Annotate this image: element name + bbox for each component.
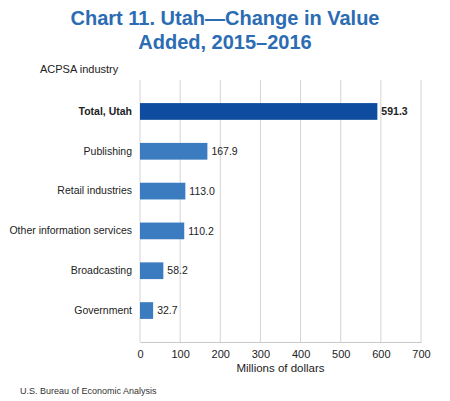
y-tick: Total, Utah [79,105,140,117]
data-labels: 591.3 167.9 113.0 110.2 58.2 32.7 [157,105,408,316]
y-tick: Broadcasting [71,264,140,276]
bar [140,302,153,319]
x-tick-label: 400 [292,348,310,360]
y-axis-line [140,81,141,343]
x-tick: 500 [332,342,350,360]
data-label: 110.2 [188,225,214,237]
chart-title: Chart 11. Utah—Change in Value Added, 20… [40,6,410,54]
data-label: 591.3 [381,105,407,117]
data-label: 58.2 [167,264,188,276]
x-tick: 600 [372,342,390,360]
y-tick: Other information services [9,224,140,236]
y-tick-label: Other information services [9,224,132,236]
grid [140,80,421,342]
bar [140,183,185,200]
x-tick-label: 100 [171,348,189,360]
y-tick-label: Government [74,304,132,316]
bars [140,103,377,319]
x-tick-label: 0 [137,348,143,360]
x-tick: 700 [412,342,430,360]
y-tick-label: Broadcasting [71,264,132,276]
data-label: 32.7 [157,304,178,316]
chart-svg: 0 100 200 300 400 500 600 700 Total, Utah Publish… [0,0,450,401]
y-tick: Government [74,304,140,316]
source-note: U.S. Bureau of Economic Analysis [20,386,157,396]
grid-line [380,80,381,342]
data-label: 113.0 [189,185,215,197]
x-tick-label: 500 [332,348,350,360]
bar [140,223,184,240]
x-tick-label: 700 [412,348,430,360]
x-tick-label: 600 [372,348,390,360]
x-axis-title: Millions of dollars [236,362,324,374]
bar [140,103,377,120]
x-tick: 200 [212,342,230,360]
data-label: 167.9 [211,145,237,157]
y-tick: Publishing [84,145,140,157]
y-tick-label: Retail industries [57,184,132,196]
bar [140,143,207,160]
x-tick: 300 [252,342,270,360]
x-axis: 0 100 200 300 400 500 600 700 [137,342,430,360]
y-tick: Retail industries [57,184,140,196]
grid-line [421,80,422,342]
x-tick-label: 200 [212,348,230,360]
y-axis-title: ACPSA industry [40,63,119,75]
bar [140,262,163,279]
x-tick: 100 [171,342,189,360]
y-tick-label: Total, Utah [79,105,132,117]
x-axis-line [141,342,422,343]
y-axis: Total, Utah Publishing Retail industries Ot… [9,81,140,343]
x-tick: 400 [292,342,310,360]
x-tick: 0 [137,342,143,360]
y-tick-label: Publishing [84,145,133,157]
x-tick-label: 300 [252,348,270,360]
